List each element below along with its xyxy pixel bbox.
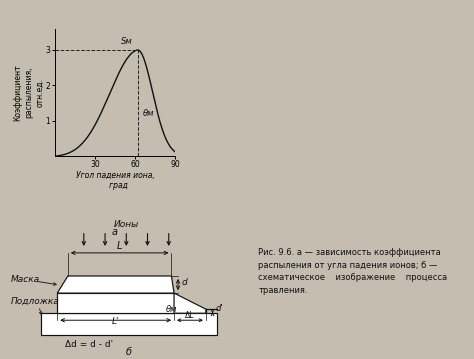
- Text: L': L': [112, 317, 119, 326]
- Y-axis label: Коэффициент
распыления,
отн.ед.: Коэффициент распыления, отн.ед.: [13, 64, 44, 121]
- Text: Рис. 9.6. а — зависимость коэффициента
распыления от угла падения ионов; б —
схе: Рис. 9.6. а — зависимость коэффициента р…: [258, 248, 447, 295]
- Text: ΔL: ΔL: [185, 311, 195, 320]
- Polygon shape: [57, 276, 174, 293]
- Polygon shape: [41, 313, 217, 335]
- Text: L: L: [117, 241, 122, 251]
- Text: θм: θм: [165, 305, 177, 314]
- Text: d: d: [182, 278, 188, 286]
- Text: б: б: [126, 348, 132, 358]
- Text: Маска: Маска: [11, 275, 40, 284]
- Text: а: а: [112, 227, 118, 237]
- Text: Ионы: Ионы: [114, 220, 139, 229]
- Text: Подложка: Подложка: [11, 297, 60, 306]
- Text: d': d': [216, 304, 223, 313]
- Polygon shape: [57, 293, 174, 313]
- Text: Sм: Sм: [121, 37, 133, 46]
- Text: θм: θм: [143, 109, 155, 118]
- X-axis label: Угол падения иона,
   град: Угол падения иона, град: [75, 171, 155, 190]
- Polygon shape: [174, 293, 206, 313]
- Text: Δd = d - d': Δd = d - d': [65, 340, 113, 349]
